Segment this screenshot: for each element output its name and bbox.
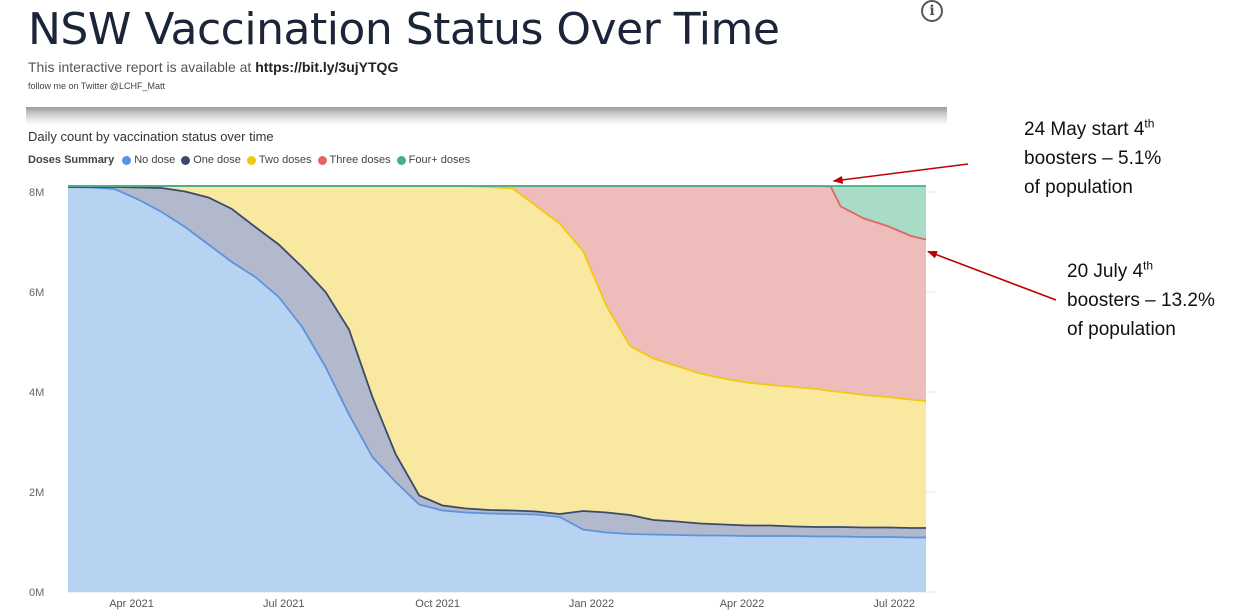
line-no-dose: [67, 186, 926, 539]
annotation-latest-booster: 20 July 4th boosters – 13.2% of populati…: [1067, 257, 1215, 344]
twitter-handle: follow me on Twitter @LCHF_Matt: [28, 81, 166, 91]
annotation-latest-line-1: 20 July 4th: [1067, 258, 1154, 282]
report-link[interactable]: https://bit.ly/3ujYTQG: [255, 59, 399, 75]
report-title: NSW Vaccination Status Over Time: [28, 4, 780, 55]
area-no-dose: [68, 187, 926, 592]
y-tick-label: 4M: [29, 387, 44, 399]
annotation-first-line-1: 24 May start 4th: [1024, 116, 1155, 140]
legend-items: No dose One dose Two doses Three doses Four+…: [122, 154, 476, 166]
annotation-latest-line-2: boosters – 13.2%: [1067, 290, 1215, 311]
legend-label: No dose: [134, 154, 176, 166]
subtitle-text: This interactive report is available at: [28, 59, 252, 75]
area-three-doses: [68, 186, 926, 401]
legend-swatch: [122, 155, 132, 165]
legend-label: Three doses: [329, 154, 391, 166]
report-subtitle: This interactive report is available at …: [28, 59, 398, 75]
x-tick-label: Jan 2022: [569, 598, 614, 610]
line-one-dose: [68, 186, 926, 529]
x-tick-label: Apr 2021: [109, 598, 154, 610]
x-tick-label: Jul 2022: [873, 598, 915, 610]
legend-swatch: [317, 155, 327, 165]
legend-item-four-doses[interactable]: Four+ doses: [396, 154, 471, 166]
x-tick-label: Apr 2022: [720, 598, 765, 610]
legend-swatch: [181, 155, 191, 165]
y-tick-label: 6M: [29, 287, 44, 299]
arrow-latest-booster: [927, 250, 1057, 301]
x-tick-label: Oct 2021: [415, 598, 460, 610]
legend-item-no-dose[interactable]: No dose: [122, 154, 175, 166]
annotation-first-booster: 24 May start 4th boosters – 5.1% of popu…: [1024, 115, 1161, 202]
legend-item-two-doses[interactable]: Two doses: [246, 154, 312, 166]
y-tick-label: 2M: [29, 487, 44, 499]
info-icon[interactable]: i: [921, 0, 943, 22]
header-divider: [26, 107, 947, 125]
area-one-dose: [68, 187, 926, 538]
chart-title: Daily count by vaccination status over t…: [28, 129, 274, 144]
x-tick-label: Jul 2021: [263, 598, 305, 610]
legend-title: Doses Summary: [28, 154, 115, 166]
arrow-first-booster: [832, 163, 969, 184]
legend-label: Four+ doses: [408, 154, 471, 166]
area-four-plus-doses: [68, 186, 926, 240]
annotation-latest-line-3: of population: [1067, 319, 1176, 340]
y-tick-label: 8M: [29, 187, 44, 199]
y-tick-label: 0M: [29, 587, 44, 599]
annotation-first-line-3: of population: [1024, 177, 1133, 198]
legend-label: One dose: [193, 154, 241, 166]
legend-item-one-dose[interactable]: One dose: [181, 154, 241, 166]
area-two-doses: [68, 186, 926, 528]
chart-legend: Doses Summary No dose One dose Two doses Th…: [28, 154, 476, 166]
legend-swatch: [396, 155, 406, 165]
legend-swatch: [246, 155, 256, 165]
legend-label: Two doses: [258, 154, 312, 166]
annotation-first-line-2: boosters – 5.1%: [1024, 148, 1162, 169]
legend-item-three-doses[interactable]: Three doses: [317, 154, 391, 166]
